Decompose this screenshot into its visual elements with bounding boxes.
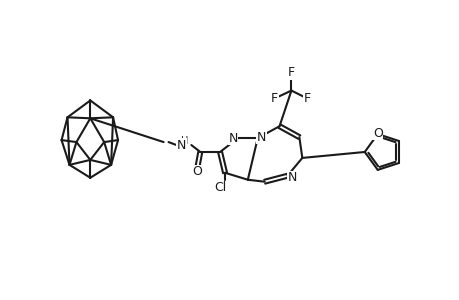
Text: O: O (192, 165, 202, 178)
Text: N: N (228, 132, 237, 145)
Text: F: F (287, 66, 294, 79)
Text: H: H (180, 136, 188, 146)
Text: Cl: Cl (213, 181, 226, 194)
Text: N: N (257, 130, 266, 144)
Text: N: N (176, 139, 186, 152)
Text: F: F (270, 92, 278, 105)
Text: F: F (303, 92, 310, 105)
Text: O: O (372, 127, 382, 140)
Text: N: N (287, 171, 297, 184)
